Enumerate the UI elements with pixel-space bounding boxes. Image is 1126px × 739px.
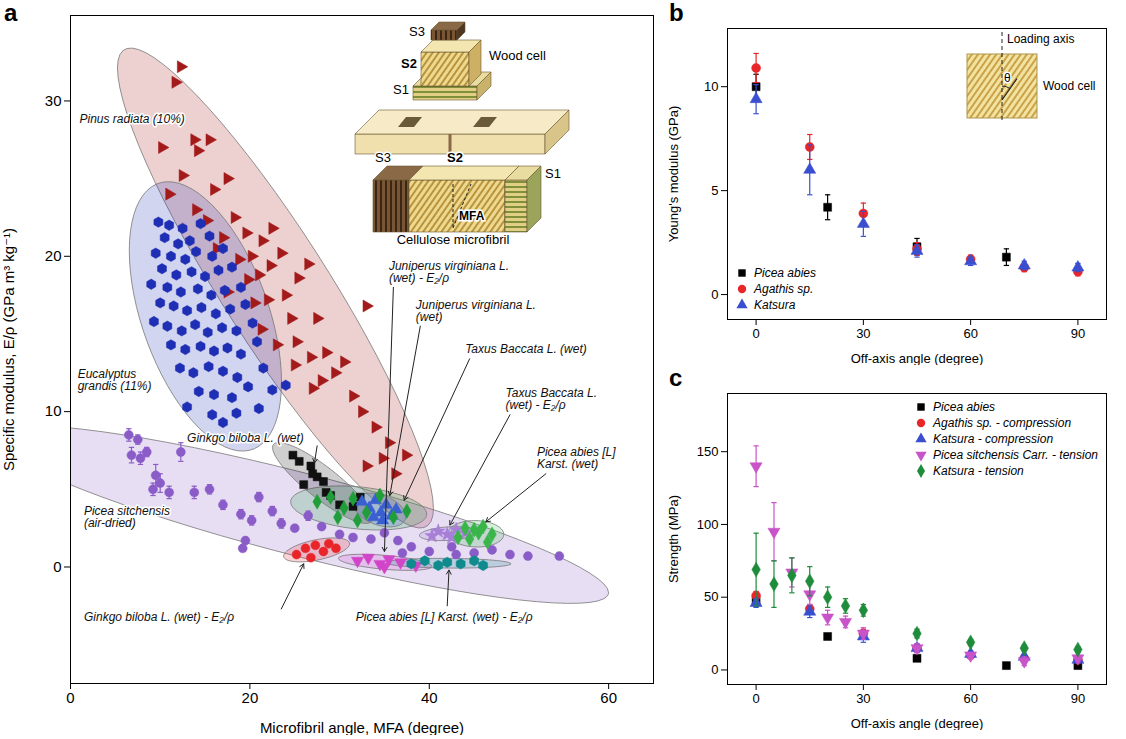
html-text:a: a [4,0,18,26]
svg-text:S2: S2 [447,150,463,165]
html-text:Katsura: Katsura [754,298,796,312]
svg-text:10: 10 [45,402,62,419]
svg-text:0: 0 [66,689,74,706]
svg-text:0: 0 [752,691,759,706]
html-text:Agathis sp.: Agathis sp. [754,282,814,296]
html-text:Katsura - tension: Katsura - tension [933,464,1024,478]
svg-text:Ginkgo biloba L. (wet) - E₂/ρ: Ginkgo biloba L. (wet) - E₂/ρ [84,610,234,624]
svg-text:Eucalyptusgrandis (11%): Eucalyptusgrandis (11%) [78,367,152,393]
svg-text:S3: S3 [409,24,425,39]
svg-text:30: 30 [856,326,870,341]
svg-text:Off-axis angle (degree): Off-axis angle (degree) [851,716,984,731]
svg-text:20: 20 [242,689,259,706]
svg-text:Cellulose microfibril: Cellulose microfibril [397,232,510,247]
svg-text:30: 30 [856,691,870,706]
svg-text:Taxus Baccata L.(wet) - E₂/ρ: Taxus Baccata L.(wet) - E₂/ρ [506,386,598,412]
svg-text:150: 150 [697,444,719,459]
svg-text:S1: S1 [545,166,561,181]
svg-text:100: 100 [697,517,719,532]
svg-text:Specific modulus, E/ρ (GPa m³: Specific modulus, E/ρ (GPa m³ kg⁻¹) [0,228,17,471]
svg-text:Young's modulus (GPa): Young's modulus (GPa) [666,106,681,242]
svg-text:S2: S2 [401,56,417,71]
html-text:b: b [669,0,684,26]
html-text:Agathis sp. - compression: Agathis sp. - compression [933,416,1072,430]
svg-text:0: 0 [752,326,759,341]
svg-text:Taxus Baccata L. (wet): Taxus Baccata L. (wet) [465,342,587,356]
svg-text:60: 60 [963,326,977,341]
svg-text:Loading axis: Loading axis [1007,32,1074,46]
svg-text:40: 40 [421,689,438,706]
svg-text:S1: S1 [393,82,409,97]
html-text:Picea sitchensis Carr. - tensi: Picea sitchensis Carr. - tension [933,448,1098,462]
svg-text:0: 0 [711,662,718,677]
html-text:c: c [669,364,683,391]
svg-text:20: 20 [45,247,62,264]
svg-text:50: 50 [704,589,718,604]
svg-text:Picea abies [L] Karst. (wet) -: Picea abies [L] Karst. (wet) - E₂/ρ [356,610,533,624]
svg-text:Juniperus virginiana L.(wet) -: Juniperus virginiana L.(wet) - E₂/ρ [388,259,509,285]
svg-text:S3: S3 [375,150,391,165]
svg-text:Strength (MPa): Strength (MPa) [666,495,681,583]
svg-text:Ginkgo biloba L. (wet): Ginkgo biloba L. (wet) [187,431,304,445]
html-text:Picea abies: Picea abies [933,400,996,414]
svg-text:Juniperus virginiana L.(wet): Juniperus virginiana L.(wet) [415,298,536,324]
svg-text:30: 30 [45,92,62,109]
svg-text:90: 90 [1071,326,1085,341]
svg-text:Pinus radiata (10%): Pinus radiata (10%) [79,112,184,126]
svg-text:Wood cell: Wood cell [1043,79,1095,93]
svg-text:0: 0 [53,558,61,575]
svg-text:Off-axis angle (degree): Off-axis angle (degree) [851,351,984,366]
svg-text:90: 90 [1071,691,1085,706]
html-text:Katsura - compression: Katsura - compression [933,432,1054,446]
svg-text:Microfibril angle, MFA (degree: Microfibril angle, MFA (degree) [260,719,464,736]
html-text:Picea abies: Picea abies [754,266,816,280]
svg-text:60: 60 [963,691,977,706]
svg-text:0: 0 [711,287,718,302]
svg-text:MFA: MFA [459,209,485,223]
svg-text:5: 5 [711,183,718,198]
svg-text:Picea abies [L]Karst. (wet): Picea abies [L]Karst. (wet) [537,445,616,471]
svg-text:Wood cell: Wood cell [489,48,546,63]
svg-text:Picea sitchensis(air-dried): Picea sitchensis(air-dried) [84,504,170,530]
svg-text:θ: θ [1004,71,1011,85]
svg-text:10: 10 [704,79,718,94]
svg-text:60: 60 [600,689,617,706]
